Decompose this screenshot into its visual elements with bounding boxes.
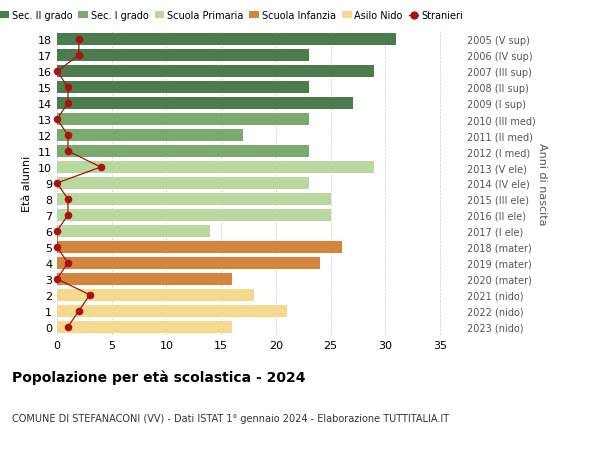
Point xyxy=(52,116,62,123)
Y-axis label: Età alunni: Età alunni xyxy=(22,156,32,212)
Point xyxy=(63,324,73,331)
Point xyxy=(63,84,73,92)
Bar xyxy=(57,98,353,110)
Bar xyxy=(57,225,210,237)
Point xyxy=(85,291,95,299)
Point xyxy=(63,196,73,203)
Bar xyxy=(57,241,341,253)
Point xyxy=(52,275,62,283)
Bar xyxy=(57,82,309,94)
Point xyxy=(63,260,73,267)
Bar xyxy=(57,257,320,269)
Point xyxy=(63,148,73,156)
Bar xyxy=(57,130,243,142)
Point xyxy=(74,36,83,44)
Bar xyxy=(57,66,374,78)
Point xyxy=(63,132,73,140)
Bar xyxy=(57,321,232,333)
Bar xyxy=(57,50,309,62)
Bar xyxy=(57,34,397,46)
Point xyxy=(52,180,62,187)
Bar xyxy=(57,114,309,126)
Bar xyxy=(57,162,374,174)
Bar xyxy=(57,194,331,206)
Bar xyxy=(57,178,309,190)
Text: Popolazione per età scolastica - 2024: Popolazione per età scolastica - 2024 xyxy=(12,369,305,384)
Point xyxy=(96,164,106,171)
Bar xyxy=(57,273,232,285)
Point xyxy=(74,308,83,315)
Bar xyxy=(57,209,331,221)
Bar xyxy=(57,289,254,301)
Point xyxy=(63,100,73,107)
Bar xyxy=(57,146,309,158)
Point xyxy=(52,228,62,235)
Y-axis label: Anni di nascita: Anni di nascita xyxy=(537,142,547,225)
Point xyxy=(63,212,73,219)
Legend: Sec. II grado, Sec. I grado, Scuola Primaria, Scuola Infanzia, Asilo Nido, Stran: Sec. II grado, Sec. I grado, Scuola Prim… xyxy=(0,11,463,21)
Point xyxy=(74,52,83,60)
Point xyxy=(52,244,62,251)
Bar xyxy=(57,305,287,317)
Text: COMUNE DI STEFANACONI (VV) - Dati ISTAT 1° gennaio 2024 - Elaborazione TUTTITALI: COMUNE DI STEFANACONI (VV) - Dati ISTAT … xyxy=(12,413,449,423)
Point xyxy=(52,68,62,76)
